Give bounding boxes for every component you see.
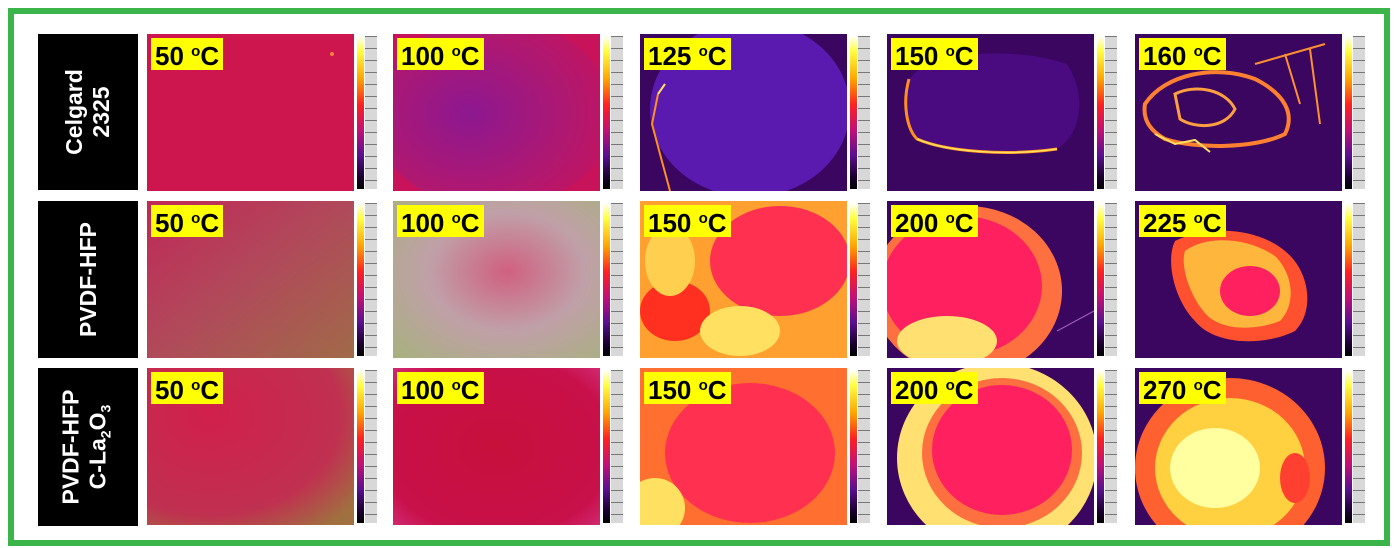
row-label-line1: PVDF-HFP [74,222,101,337]
color-scale-bar [600,368,625,525]
temperature-label: 150 oC [891,38,978,70]
color-scale-bar [847,368,872,525]
thermal-image-panel: 100 oC [393,368,625,525]
temperature-label: 150 oC [644,205,731,237]
thermal-image-panel: 100 oC [393,34,625,191]
temperature-label: 200 oC [891,205,978,237]
row-label-line1: PVDF-HFP [57,389,83,505]
thermal-image-panel: 100 oC [393,201,625,358]
color-scale-bar [354,201,379,358]
thermal-image-panel: 150 oC [640,201,872,358]
thermal-image-panel: 200 oC [887,201,1119,358]
temperature-label: 270 oC [1139,372,1226,404]
row-label-line2: 2325 [87,86,114,138]
temperature-label: 50 oC [151,38,224,70]
temperature-label: 100 oC [397,372,484,404]
thermal-image-panel: 160 oC [1135,34,1367,191]
thermal-image-panel: 225 oC [1135,201,1367,358]
thermal-image-panel: 150 oC [640,368,872,525]
color-scale-bar [600,201,625,358]
temperature-label: 100 oC [397,38,484,70]
row-label-pvdf-hfp-la2o3: PVDF-HFP C-La2O3 [38,368,138,526]
color-scale-bar [847,201,872,358]
color-scale-bar [354,368,379,525]
color-scale-bar [1342,201,1367,358]
thermal-image-panel: 50 oC [147,201,379,358]
row-label-line2: C-La2O3 [84,404,113,490]
color-scale-bar [1342,34,1367,191]
color-scale-bar [1094,368,1119,525]
temperature-label: 100 oC [397,205,484,237]
row-label-line1: Celgard [60,69,87,155]
color-scale-bar [847,34,872,191]
thermal-image-panel: 50 oC [147,34,379,191]
temperature-label: 200 oC [891,372,978,404]
color-scale-bar [600,34,625,191]
thermal-image-panel: 270 oC [1135,368,1367,525]
row-label-celgard: Celgard 2325 [38,34,138,190]
temperature-label: 125 oC [644,38,731,70]
temperature-label: 160 oC [1139,38,1226,70]
thermal-image-panel: 50 oC [147,368,379,525]
thermal-image-panel: 150 oC [887,34,1119,191]
thermal-image-panel: 200 oC [887,368,1119,525]
temperature-label: 50 oC [151,372,224,404]
color-scale-bar [1094,34,1119,191]
temperature-label: 150 oC [644,372,731,404]
color-scale-bar [354,34,379,191]
color-scale-bar [1094,201,1119,358]
thermal-image-panel: 125 oC [640,34,872,191]
row-label-pvdf-hfp: PVDF-HFP [38,201,138,358]
color-scale-bar [1342,368,1367,525]
temperature-label: 225 oC [1139,205,1226,237]
temperature-label: 50 oC [151,205,224,237]
